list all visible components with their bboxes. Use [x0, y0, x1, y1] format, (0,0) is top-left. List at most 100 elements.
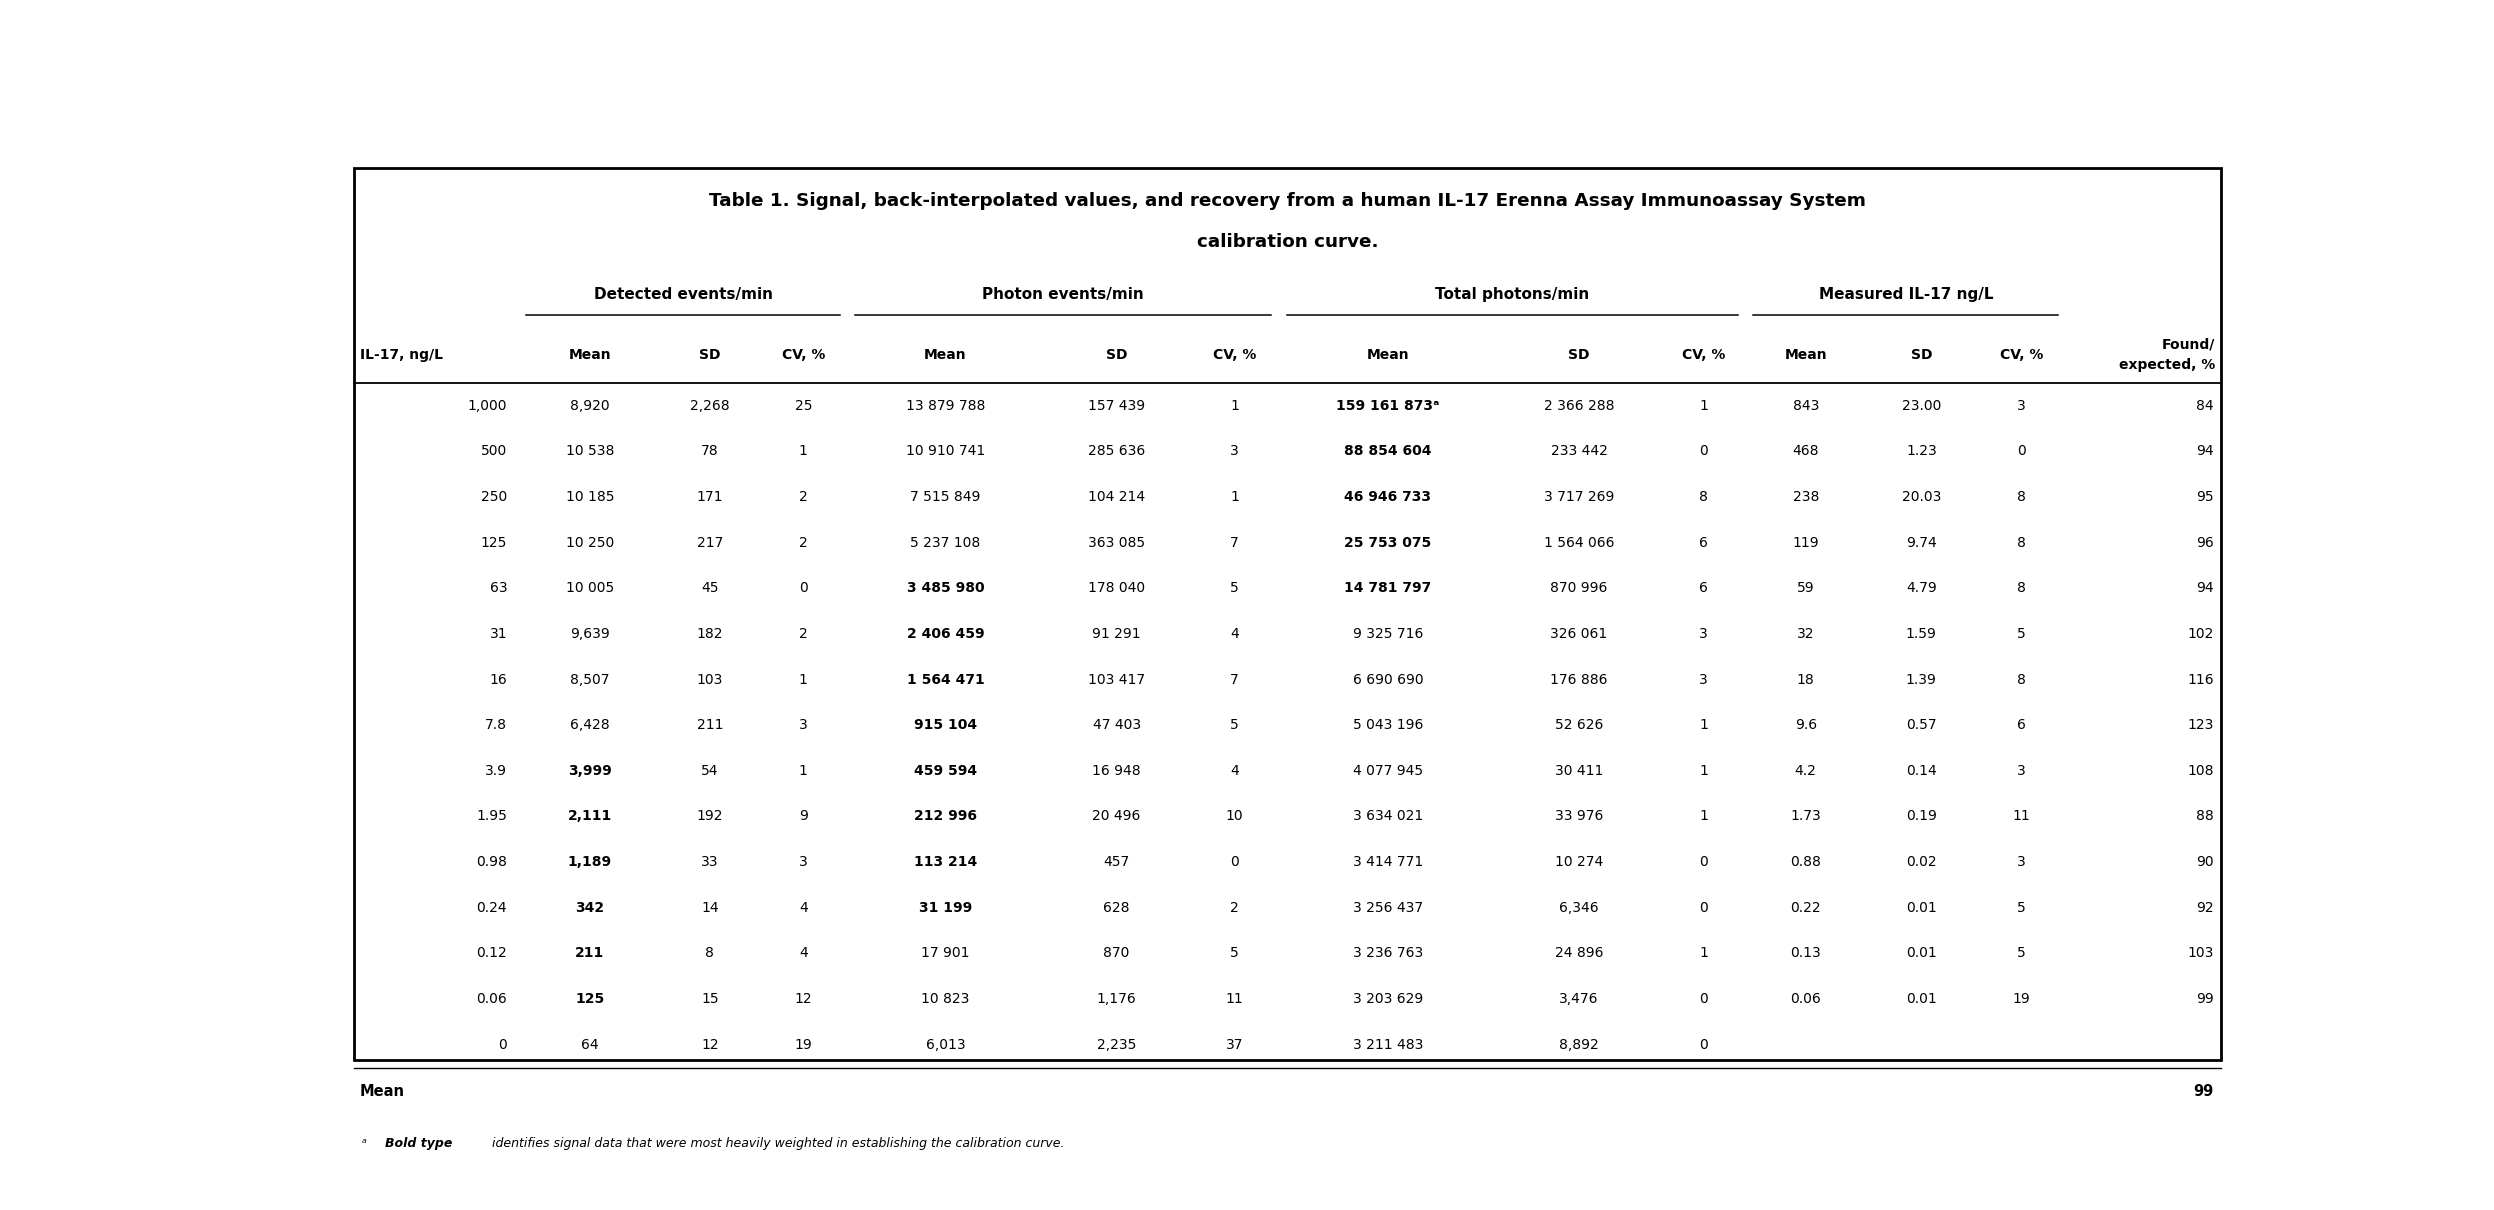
- Text: 8,892: 8,892: [1559, 1038, 1599, 1051]
- Text: 0.14: 0.14: [1905, 764, 1938, 778]
- Text: 3: 3: [798, 855, 808, 869]
- Text: 285 636: 285 636: [1087, 444, 1145, 459]
- Text: 3 634 021: 3 634 021: [1352, 809, 1424, 824]
- Text: 0: 0: [1230, 855, 1240, 869]
- Text: 3 236 763: 3 236 763: [1352, 946, 1424, 961]
- Text: 96: 96: [2195, 536, 2215, 549]
- Text: Table 1. Signal, back-interpolated values, and recovery from a human IL-17 Erenn: Table 1. Signal, back-interpolated value…: [708, 192, 1866, 211]
- Text: SD: SD: [1105, 347, 1127, 362]
- Text: 7.8: 7.8: [486, 719, 506, 732]
- Text: 5: 5: [1230, 581, 1240, 595]
- Text: 1.73: 1.73: [1791, 809, 1821, 824]
- Text: SD: SD: [698, 347, 721, 362]
- Text: 500: 500: [481, 444, 506, 459]
- Text: CV, %: CV, %: [1212, 347, 1257, 362]
- Text: 45: 45: [701, 581, 718, 595]
- Text: 1: 1: [798, 444, 808, 459]
- Text: 4: 4: [1230, 627, 1240, 641]
- Text: 1: 1: [798, 673, 808, 686]
- Text: 25 753 075: 25 753 075: [1344, 536, 1432, 549]
- Text: 0.57: 0.57: [1905, 719, 1938, 732]
- Text: calibration curve.: calibration curve.: [1197, 234, 1379, 252]
- Text: 171: 171: [696, 490, 723, 503]
- Text: 0.06: 0.06: [476, 992, 506, 1006]
- Text: 628: 628: [1102, 900, 1130, 915]
- Text: 0.06: 0.06: [1791, 992, 1821, 1006]
- Text: SD: SD: [1910, 347, 1933, 362]
- Text: 59: 59: [1798, 581, 1816, 595]
- Text: 6: 6: [2018, 719, 2025, 732]
- Text: 19: 19: [2013, 992, 2030, 1006]
- Text: 0: 0: [1698, 855, 1708, 869]
- Text: 14 781 797: 14 781 797: [1344, 581, 1432, 595]
- Text: 5: 5: [1230, 719, 1240, 732]
- Text: 8: 8: [2018, 536, 2025, 549]
- Text: 870 996: 870 996: [1551, 581, 1609, 595]
- Text: 13 879 788: 13 879 788: [905, 398, 985, 413]
- Text: 0: 0: [2018, 444, 2025, 459]
- Text: 95: 95: [2197, 490, 2215, 503]
- Text: 4.79: 4.79: [1905, 581, 1938, 595]
- Text: 211: 211: [696, 719, 723, 732]
- Text: 3.9: 3.9: [486, 764, 506, 778]
- Text: 5: 5: [2018, 946, 2025, 961]
- Text: 5 237 108: 5 237 108: [910, 536, 980, 549]
- Text: 1 564 471: 1 564 471: [908, 673, 985, 686]
- Text: 1: 1: [1698, 809, 1708, 824]
- Text: 103: 103: [696, 673, 723, 686]
- Text: 3: 3: [2018, 855, 2025, 869]
- Text: 14: 14: [701, 900, 718, 915]
- Text: 0.13: 0.13: [1791, 946, 1821, 961]
- Text: 1: 1: [1698, 946, 1708, 961]
- Text: CV, %: CV, %: [1681, 347, 1726, 362]
- Text: 99: 99: [2192, 1084, 2215, 1100]
- Text: 870: 870: [1102, 946, 1130, 961]
- Text: 3: 3: [798, 719, 808, 732]
- Text: ᵃ: ᵃ: [362, 1137, 367, 1151]
- Text: 0.12: 0.12: [476, 946, 506, 961]
- Text: 20 496: 20 496: [1092, 809, 1140, 824]
- Text: 46 946 733: 46 946 733: [1344, 490, 1432, 503]
- Text: 113 214: 113 214: [913, 855, 978, 869]
- Text: SD: SD: [1569, 347, 1589, 362]
- Text: 0: 0: [1698, 900, 1708, 915]
- Text: 212 996: 212 996: [913, 809, 978, 824]
- Text: 6,428: 6,428: [571, 719, 609, 732]
- Text: 2 406 459: 2 406 459: [908, 627, 985, 641]
- Text: 457: 457: [1102, 855, 1130, 869]
- Text: 1 564 066: 1 564 066: [1544, 536, 1614, 549]
- Text: 3: 3: [2018, 764, 2025, 778]
- Text: 92: 92: [2197, 900, 2215, 915]
- Text: Photon events/min: Photon events/min: [983, 287, 1145, 302]
- Text: 10 910 741: 10 910 741: [905, 444, 985, 459]
- Text: 9.6: 9.6: [1796, 719, 1816, 732]
- Text: 7: 7: [1230, 536, 1240, 549]
- Text: 192: 192: [696, 809, 723, 824]
- Text: expected, %: expected, %: [2120, 358, 2215, 371]
- Text: 9: 9: [798, 809, 808, 824]
- Text: 125: 125: [481, 536, 506, 549]
- Text: 37: 37: [1225, 1038, 1242, 1051]
- Text: 0: 0: [1698, 992, 1708, 1006]
- Text: Mean: Mean: [569, 347, 611, 362]
- Text: 1,000: 1,000: [469, 398, 506, 413]
- Text: 8: 8: [2018, 581, 2025, 595]
- Text: 103: 103: [2187, 946, 2215, 961]
- Text: 4: 4: [1230, 764, 1240, 778]
- Text: 91 291: 91 291: [1092, 627, 1140, 641]
- Text: 238: 238: [1793, 490, 1818, 503]
- Text: 5: 5: [1230, 946, 1240, 961]
- Text: 3: 3: [1230, 444, 1240, 459]
- Text: 9 325 716: 9 325 716: [1352, 627, 1424, 641]
- Text: 1: 1: [1698, 764, 1708, 778]
- Text: 10 274: 10 274: [1554, 855, 1604, 869]
- Text: 103 417: 103 417: [1087, 673, 1145, 686]
- Text: 3,999: 3,999: [569, 764, 611, 778]
- Text: 1,176: 1,176: [1097, 992, 1137, 1006]
- Text: 6 690 690: 6 690 690: [1352, 673, 1424, 686]
- Text: 3 203 629: 3 203 629: [1352, 992, 1424, 1006]
- Text: Total photons/min: Total photons/min: [1434, 287, 1589, 302]
- Text: 8,507: 8,507: [571, 673, 609, 686]
- Text: 33: 33: [701, 855, 718, 869]
- Text: Detected events/min: Detected events/min: [594, 287, 773, 302]
